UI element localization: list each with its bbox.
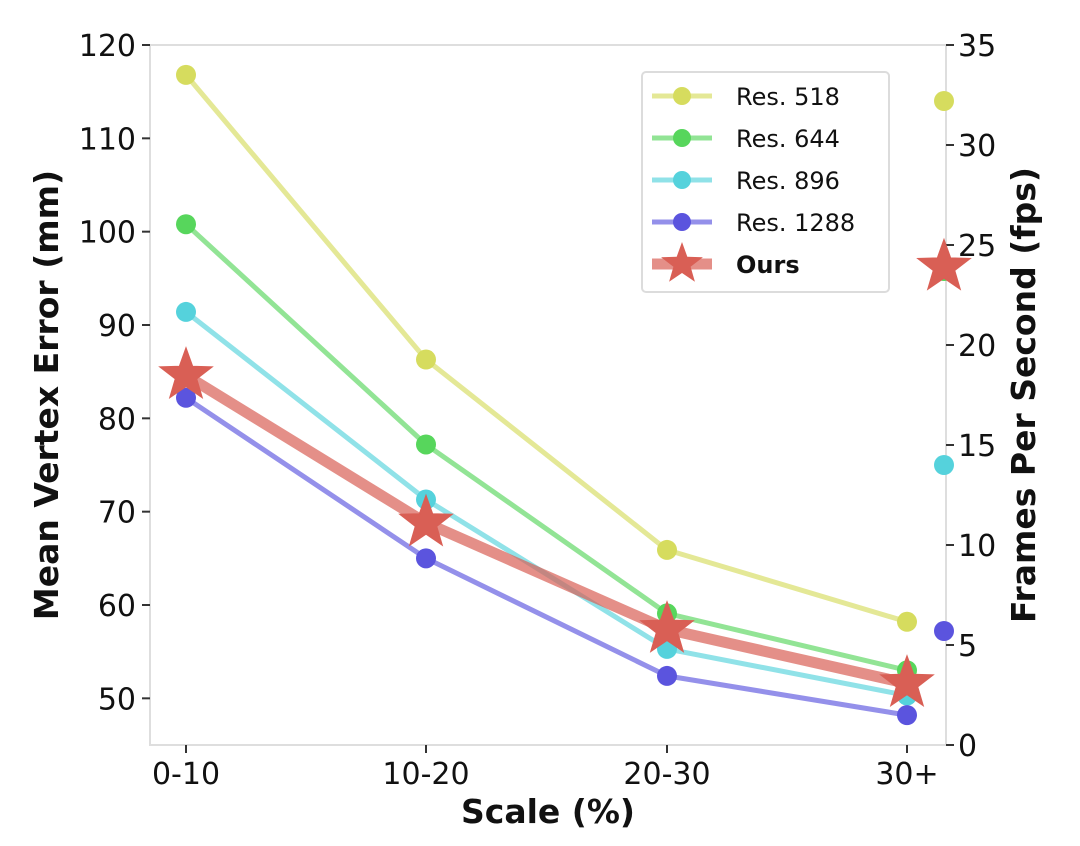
series-line [180, 369, 913, 689]
data-point [879, 654, 935, 707]
y-tick-label: 80 [98, 402, 136, 437]
y-tick-label: 70 [98, 496, 136, 531]
series-layer [158, 64, 935, 726]
legend-label: Res. 518 [736, 83, 840, 111]
series-line [183, 395, 910, 718]
legend-box [641, 71, 890, 293]
y-tick-label: 100 [79, 216, 136, 251]
x-axis-ticks: 0-10 10-20 20-30 30+ [152, 745, 939, 792]
y2-tick-label: 35 [958, 29, 996, 64]
data-point [176, 301, 196, 322]
data-point [176, 387, 196, 408]
y2-tick-label: 5 [958, 629, 977, 664]
fps-point [916, 237, 972, 291]
fps-markers [916, 91, 972, 641]
y2-tick-label: 15 [958, 429, 996, 464]
data-point [416, 349, 436, 370]
y-tick-label: 90 [98, 309, 136, 344]
y2-tick-label: 30 [958, 129, 996, 164]
legend-label: Res. 644 [736, 125, 840, 153]
data-point [176, 64, 196, 85]
series-ours [158, 346, 935, 707]
legend-label: Res. 896 [736, 167, 840, 195]
y-tick-label: 110 [79, 122, 136, 157]
y-tick-label: 50 [98, 682, 136, 717]
data-point [158, 346, 214, 399]
series-line [183, 72, 910, 625]
left-axis-ticks: 50 60 70 80 90 100 110 120 [79, 29, 150, 717]
y2-tick-label: 0 [958, 729, 977, 764]
data-point [398, 493, 454, 547]
fps-point [934, 621, 954, 641]
data-point [639, 600, 695, 653]
legend-label: Ours [736, 251, 800, 279]
data-point [897, 705, 917, 726]
series-res-1288 [176, 387, 917, 726]
x-tick-label: 30+ [875, 757, 938, 792]
series-line [183, 221, 910, 673]
y-axis-title: Mean Vertex Error (mm) [27, 170, 66, 620]
legend-swatch-marker [673, 213, 691, 231]
fps-point [934, 455, 954, 475]
legend: Res. 518 Res. 644 Res. 896 Res. 1288 Ours [641, 71, 890, 293]
legend-swatch-marker [673, 171, 691, 189]
y-tick-label: 60 [98, 589, 136, 624]
x-tick-label: 20-30 [623, 757, 710, 792]
data-point [897, 611, 917, 632]
y-tick-label: 120 [79, 29, 136, 64]
x-axis-title: Scale (%) [461, 792, 635, 831]
data-point [657, 539, 677, 560]
y2-tick-label: 20 [958, 329, 996, 364]
fps-point [934, 91, 954, 111]
x-tick-label: 10-20 [382, 757, 469, 792]
legend-swatch-marker [661, 242, 703, 282]
legend-swatch-marker [673, 129, 691, 147]
data-point [416, 548, 436, 569]
y2-tick-label: 10 [958, 529, 996, 564]
legend-label: Res. 1288 [736, 209, 855, 237]
data-point [176, 214, 196, 235]
legend-swatch-marker [673, 87, 691, 105]
data-point [416, 434, 436, 455]
x-tick-label: 0-10 [152, 757, 220, 792]
data-point [657, 665, 677, 686]
y2-axis-title: Frames Per Second (fps) [1004, 167, 1043, 623]
series-res-518 [176, 64, 917, 632]
